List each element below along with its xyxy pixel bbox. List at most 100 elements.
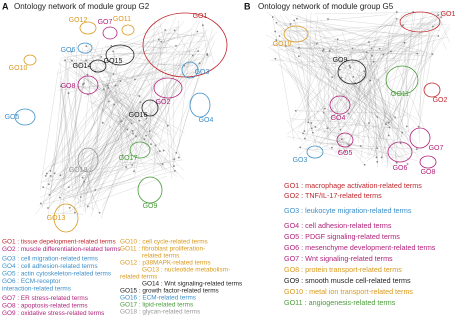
cluster-outline: [189, 92, 211, 118]
network-edge: [291, 56, 414, 135]
network-node: [432, 25, 434, 28]
node-label: GO11: [113, 16, 131, 23]
network-edge: [286, 69, 334, 146]
network-edge: [385, 27, 451, 125]
network-edge: [91, 81, 133, 105]
network-edge: [320, 87, 335, 111]
network-node: [437, 35, 440, 37]
network-node: [86, 73, 89, 76]
network-edge: [298, 38, 342, 78]
network-edge: [48, 56, 87, 185]
network-edge: [71, 39, 208, 65]
network-edge: [346, 118, 359, 146]
network-edge: [47, 107, 145, 209]
network-edge: [115, 31, 198, 179]
network-edge: [307, 11, 312, 136]
network-edge: [146, 31, 218, 119]
network-edge: [141, 69, 214, 82]
network-node: [402, 24, 404, 27]
network-edge: [367, 48, 372, 159]
network-node: [110, 44, 113, 47]
network-edge: [148, 131, 167, 173]
legend-entry: GO12 : p38MAPK-related terms: [120, 260, 211, 267]
network-edge: [80, 68, 113, 198]
network-edge: [102, 83, 128, 171]
network-node: [399, 142, 402, 145]
network-edge: [49, 134, 132, 167]
network-edge: [396, 119, 402, 144]
network-edge: [324, 11, 442, 140]
legend-entry: GO1 : tissue depelopment-related terms: [2, 239, 116, 246]
network-edge: [68, 178, 134, 198]
network-edge: [373, 113, 396, 148]
network-edge: [347, 46, 391, 66]
legend-entry: GO4 : cell adhesion-related terms: [284, 221, 392, 230]
legend-entry: GO7 : Wnt signaling-related terms: [284, 254, 393, 263]
network-node: [326, 127, 329, 130]
network-edge: [370, 60, 387, 112]
network-edge: [345, 75, 348, 118]
node-label: GO16: [129, 112, 148, 119]
node-label: GO4: [199, 117, 214, 124]
network-edge: [315, 110, 332, 128]
network-edge: [354, 44, 391, 51]
network-edge: [68, 66, 151, 125]
network-edge: [67, 73, 152, 93]
network-node: [130, 122, 133, 125]
network-edge: [355, 82, 418, 144]
network-node: [108, 100, 110, 103]
network-node: [133, 170, 135, 173]
network-edge: [49, 51, 72, 201]
legend-entry: GO13 : nucleotide metabolism-: [142, 267, 230, 274]
network-edge: [80, 33, 186, 198]
network-edge: [61, 50, 68, 55]
network-edge: [315, 49, 331, 109]
cluster-outline: [153, 77, 183, 99]
network-node: [162, 149, 165, 152]
network-node: [53, 172, 56, 175]
legend-entry: GO8 : protein transport-related terms: [284, 265, 402, 274]
network-edge: [87, 74, 95, 126]
network-edge: [348, 76, 364, 125]
network-edge: [69, 73, 137, 137]
legend-entry: GO11 : angiogenesis-related terms: [284, 298, 396, 307]
network-edge: [125, 75, 143, 146]
network-edge: [104, 77, 115, 110]
network-edge: [321, 114, 407, 148]
network-edge: [288, 30, 314, 133]
network-node: [336, 38, 339, 41]
network-node: [148, 130, 151, 132]
network-edge: [292, 30, 372, 61]
network-node: [68, 206, 71, 209]
network-edge: [275, 43, 372, 118]
network-node: [125, 166, 127, 168]
network-edge: [384, 16, 442, 43]
network-edge: [362, 73, 371, 144]
legend-entry: related terms: [142, 253, 179, 260]
network-edge: [338, 11, 414, 114]
network-node: [173, 158, 176, 161]
network-edge: [127, 68, 157, 117]
network-node: [369, 79, 372, 82]
network-edge: [39, 68, 59, 192]
network-node: [107, 86, 110, 89]
network-edge: [94, 125, 120, 188]
network-edge: [52, 91, 65, 184]
network-edge: [373, 42, 405, 158]
network-edge: [312, 115, 341, 137]
cluster-outline: [419, 155, 437, 169]
network-edge: [87, 94, 147, 154]
network-edge: [77, 57, 99, 74]
network-edge: [351, 52, 433, 55]
network-edge: [102, 64, 178, 86]
network-edge: [139, 124, 178, 174]
network-edge: [321, 50, 415, 147]
network-edge: [299, 108, 314, 127]
network-node: [440, 16, 443, 19]
network-edge: [297, 72, 379, 150]
network-edge: [174, 30, 192, 55]
node-label: GO1: [441, 11, 456, 18]
network-edge: [74, 71, 170, 132]
network-edge: [286, 39, 346, 153]
